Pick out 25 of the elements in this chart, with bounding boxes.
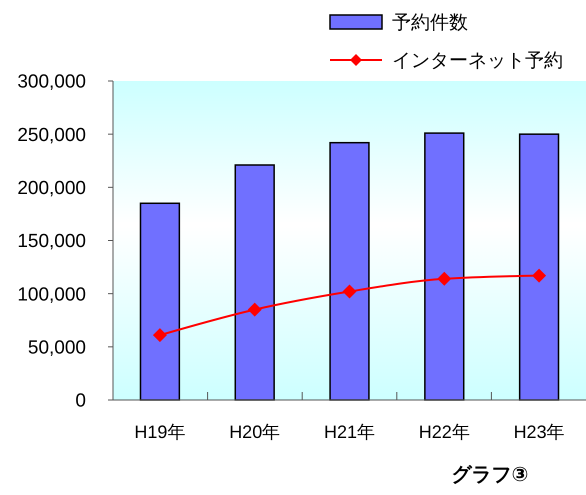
y-tick-label: 250,000 — [17, 124, 86, 146]
bar — [234, 164, 275, 401]
x-tick-label: H22年 — [418, 422, 470, 442]
y-tick-label: 300,000 — [17, 72, 86, 93]
y-tick-label: 100,000 — [17, 284, 86, 306]
bar — [518, 133, 560, 401]
y-tick-label: 200,000 — [17, 178, 86, 199]
y-tick-label: 50,000 — [28, 337, 86, 358]
x-tick-label: H20年 — [229, 422, 280, 442]
bar — [329, 142, 370, 401]
text: グラフ③ — [452, 464, 528, 486]
x-tick-label: H19年 — [134, 422, 186, 442]
point — [342, 284, 356, 299]
y-tick-label: 150,000 — [17, 231, 86, 252]
point — [152, 328, 167, 342]
bar — [140, 202, 180, 401]
legend-label: 予約件数 — [392, 12, 468, 34]
y-tick-label: 0 — [75, 390, 86, 412]
bar — [424, 132, 464, 401]
x-tick-label: H23年 — [514, 422, 565, 442]
x-tick-label: H21年 — [324, 422, 376, 442]
point — [437, 272, 452, 286]
legend-label: インターネット予約 — [392, 50, 563, 72]
point — [532, 268, 546, 283]
point — [248, 302, 262, 317]
